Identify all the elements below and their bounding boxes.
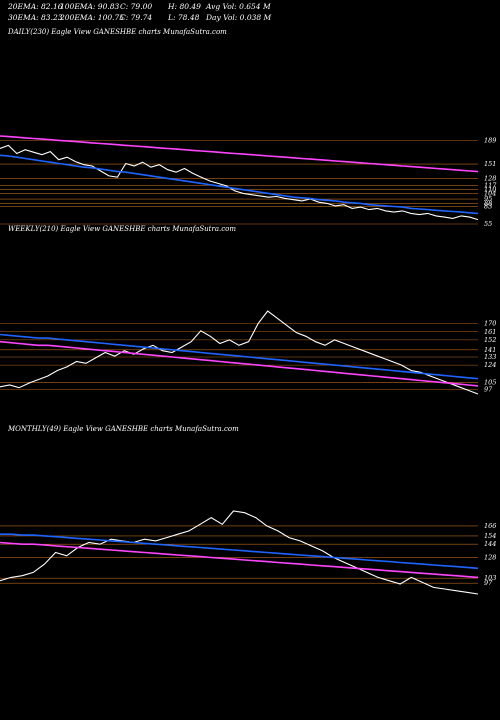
daily-ytick-8: 83 (484, 203, 492, 211)
weekly-ytick-1: 161 (484, 328, 496, 336)
ema20: 20EMA: 82.16 (8, 2, 63, 11)
daily-ytick-3: 117 (484, 181, 497, 189)
daily-series-0 (0, 144, 479, 221)
ema30: 30EMA: 83.23 (8, 13, 63, 22)
daily-chart-title: DAILY(230) Eagle View GANESHBE charts Mu… (8, 28, 227, 36)
high: H: 80.49 (168, 2, 201, 11)
weekly-ytick-4: 133 (484, 353, 496, 361)
daily-ytick-9: 55 (484, 220, 492, 228)
indicator-header-row-1: 20EMA: 82.16 100EMA: 90.83 C: 79.00 H: 8… (8, 2, 498, 12)
daily-ytick-4: 110 (484, 186, 496, 194)
monthly-ytick-5: 97 (484, 579, 493, 587)
daily-ytick-7: 88 (484, 199, 492, 207)
ema200: 200EMA: 100.75 (60, 13, 125, 22)
weekly-ytick-2: 152 (484, 336, 496, 344)
weekly-ytick-7: 97 (484, 385, 493, 393)
weekly-ytick-3: 141 (484, 346, 496, 354)
monthly-chart-title: MONTHLY(49) Eagle View GANESHBE charts M… (8, 425, 239, 433)
monthly-ytick-4: 103 (484, 574, 496, 582)
monthly-ytick-2: 144 (484, 540, 496, 548)
weekly-ytick-0: 170 (484, 320, 496, 328)
daily-ytick-6: 95 (484, 195, 492, 203)
daily-series-1 (0, 154, 479, 215)
weekly-ytick-6: 105 (484, 378, 496, 386)
low: L: 78.48 (168, 13, 200, 22)
daily-ytick-1: 151 (484, 160, 496, 168)
monthly-ytick-3: 128 (484, 553, 496, 561)
indicator-header-row-2: 30EMA: 83.23 200EMA: 100.75 C: 79.74 L: … (8, 13, 498, 23)
avg-vol: Avg Vol: 0.654 M (206, 2, 271, 11)
monthly-ytick-1: 154 (484, 532, 496, 540)
daily-ytick-0: 189 (484, 136, 496, 144)
daily-ytick-5: 104 (484, 189, 496, 197)
monthly-series-2 (0, 541, 479, 579)
weekly-series-1 (0, 333, 479, 380)
monthly-series-0 (0, 510, 479, 595)
weekly-series-0 (0, 310, 479, 395)
ema100: 100EMA: 90.83 (60, 2, 120, 11)
close-1: C: 79.00 (120, 2, 153, 11)
weekly-series-2 (0, 340, 479, 387)
monthly-series-1 (0, 533, 479, 570)
day-vol: Day Vol: 0.038 M (206, 13, 272, 22)
monthly-ytick-0: 166 (484, 522, 496, 530)
daily-series-2 (0, 135, 479, 173)
daily-ytick-2: 128 (484, 174, 496, 182)
weekly-ytick-5: 124 (484, 361, 496, 369)
close-2: C: 79.74 (120, 13, 153, 22)
weekly-chart-title: WEEKLY(210) Eagle View GANESHBE charts M… (8, 225, 237, 233)
